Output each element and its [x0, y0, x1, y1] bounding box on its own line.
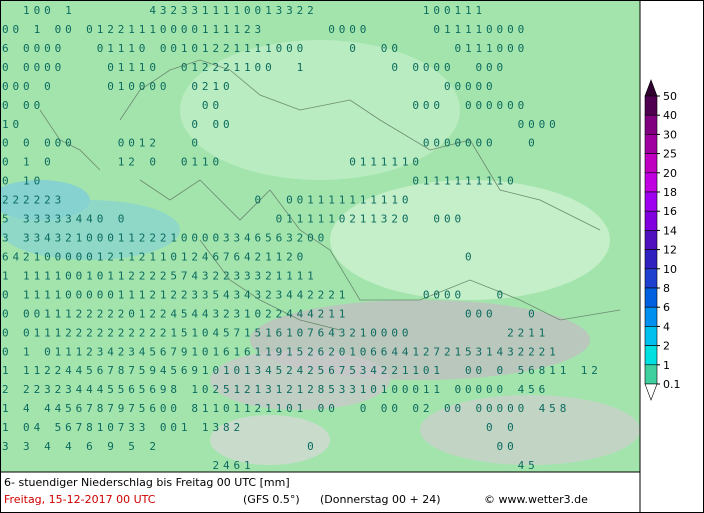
value-row: 3 33432100011222100003346563200 [2, 232, 328, 245]
value-row: 0 00 00 000 000000 [2, 99, 528, 112]
legend-swatch [644, 287, 658, 308]
value-row: 222223 0 001111111110 [2, 194, 412, 207]
value-row: 1 11224456787594569101013452425675342211… [2, 364, 602, 377]
legend-swatch [644, 210, 658, 231]
legend-label: 2 [663, 340, 670, 353]
value-row: 10 0 00 0000 [2, 118, 560, 131]
color-legend: 50 40 30 25 20 18 16 14 12 10 8 6 4 2 1 0.1 [644, 79, 681, 401]
legend-swatch [644, 95, 658, 116]
map-shading [0, 40, 640, 465]
value-row: 0 1 011123423456791016161191526201066441… [2, 345, 560, 358]
value-row: 0 1111000001112122335434323442221 0000 0 [2, 288, 507, 301]
value-row: 6 0000 01110 00101221111000 0 00 0111000 [2, 42, 528, 55]
legend-label: 8 [663, 282, 670, 295]
legend-swatch [644, 326, 658, 346]
value-row: 2461 45 [2, 459, 539, 472]
value-row: 100 1 4323311110013322 100111 [2, 4, 486, 17]
legend-label: 20 [663, 167, 677, 180]
footer-title: 6- stuendiger Niederschlag bis Freitag 0… [4, 476, 290, 489]
legend-swatch [644, 153, 658, 174]
legend-label: 18 [663, 186, 677, 199]
legend-swatch [644, 268, 658, 289]
legend-label: 10 [663, 263, 677, 276]
legend-swatch [644, 249, 658, 270]
legend-swatch [644, 364, 658, 385]
legend-swatch [644, 345, 658, 366]
value-row: 5 33333440 0 0111110211320 000 [2, 213, 465, 226]
value-row: 1 1111001011222257432233321111 [2, 269, 318, 282]
value-row: 0 10 0111111110 [2, 175, 518, 188]
legend-swatch [644, 114, 658, 135]
legend-label: 12 [663, 244, 677, 257]
value-row: 0 0111222222222215104571516107643210000 … [2, 326, 549, 339]
legend-swatch [644, 306, 658, 327]
legend-label: 16 [663, 205, 677, 218]
footer-model: (GFS 0.5°) [243, 493, 300, 506]
value-row: 3 3 4 4 6 9 5 2 0 00 [2, 440, 518, 453]
value-row: 0 0 000 0012 0 0000000 0 [2, 137, 539, 150]
legend-label: 6 [663, 301, 670, 314]
borders [39, 59, 621, 331]
legend-swatch [644, 230, 658, 250]
legend-top-arrow [644, 79, 658, 97]
value-row: 0 1 0 12 0 0110 0111110 [2, 156, 423, 169]
legend-swatch [644, 172, 658, 193]
value-row: 0 0011122222012245443231022444211 000 0 [2, 307, 539, 320]
legend-label: 30 [663, 128, 677, 141]
value-row: 00 1 00 01221110000111123 0000 011110000 [2, 23, 528, 36]
value-row: 1 4 4456787975600 81101121101 00 0 00 02… [2, 402, 570, 415]
value-row: 1 04 567810733 001 1382 0 0 [2, 421, 518, 434]
legend-swatch [644, 134, 658, 154]
legend-label: 14 [663, 224, 677, 237]
legend-label: 1 [663, 359, 670, 372]
legend-label: 50 [663, 90, 677, 103]
value-row: 000 0 010000 0210 00000 [2, 80, 497, 93]
value-row: 0 0000 01110 012221100 1 0 0000 000 [2, 61, 507, 74]
value-row: 2 223234445565698 1025121312128533101000… [2, 383, 549, 396]
legend-bottom-arrow [644, 383, 658, 401]
footer-run: (Donnerstag 00 + 24) [320, 493, 440, 506]
value-row: 64210000012112110124676421120 0 [2, 250, 476, 263]
footer-credit: © www.wetter3.de [484, 493, 588, 506]
legend-label: 25 [663, 148, 677, 161]
legend-label: 0.1 [663, 378, 681, 391]
legend-label: 40 [663, 109, 677, 122]
legend-label: 4 [663, 320, 670, 333]
legend-swatch [644, 191, 658, 212]
footer-date: Freitag, 15-12-2017 00 UTC [4, 493, 156, 506]
value-grid: 100 1 4323311110013322 100111 00 1 00 012… [2, 4, 602, 472]
